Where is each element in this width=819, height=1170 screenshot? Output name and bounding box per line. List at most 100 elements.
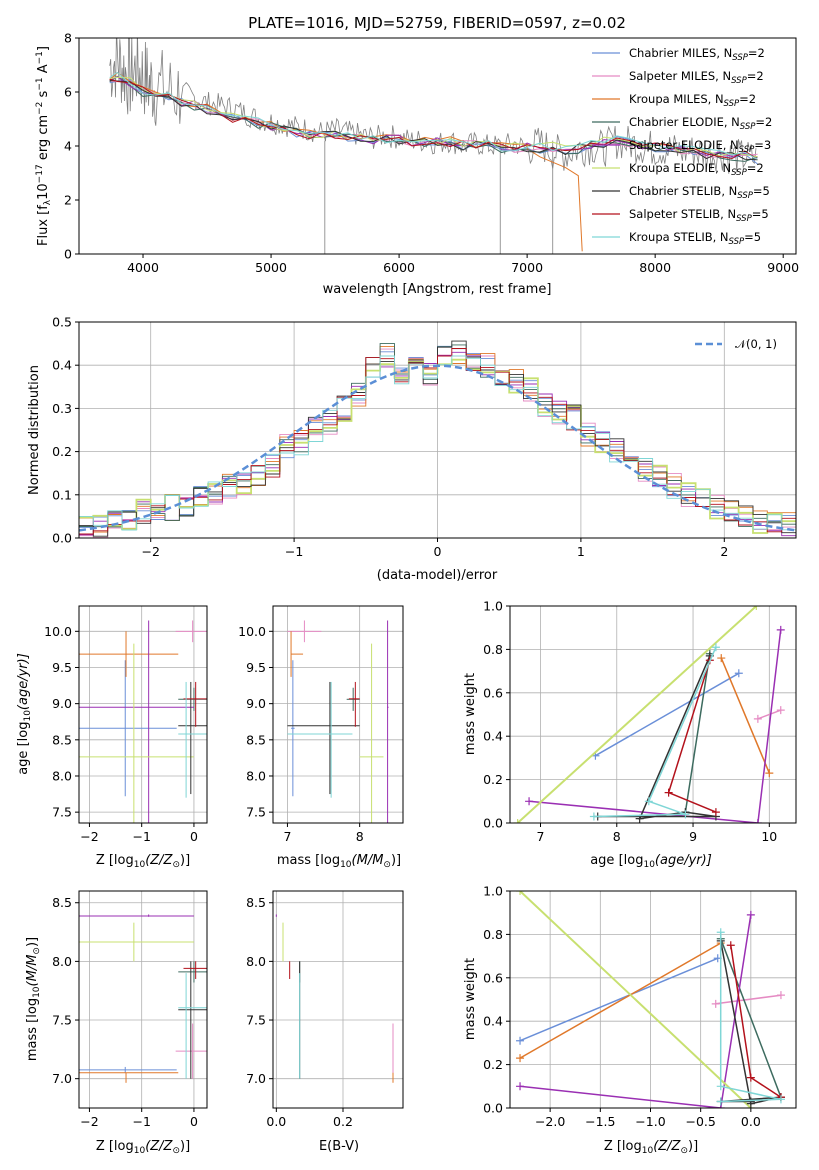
weight-line-5 bbox=[516, 606, 757, 823]
normal-legend-label: 𝒩(0, 1) bbox=[735, 337, 777, 351]
weight-line-0 bbox=[595, 672, 740, 757]
weight-point-marker bbox=[726, 941, 735, 950]
weight-point-marker bbox=[516, 1054, 525, 1063]
age-Z-panel: −2 −1 0 7.5 8.0 8.5 9.0 9.5 10.0 Z [log10(Z/Z⊙)… bbox=[16, 605, 208, 870]
mass-ebv-frame bbox=[272, 890, 404, 1109]
legend-label: Chabrier ELODIE, NSSP=2 bbox=[629, 115, 772, 132]
x-tick-label: 1 bbox=[577, 544, 585, 559]
x-tick-label: 4000 bbox=[127, 260, 159, 275]
x-tick-label: −1 bbox=[285, 544, 303, 559]
age-Z-yticks: 7.5 8.0 8.5 9.0 9.5 10.0 bbox=[44, 624, 79, 820]
residuals-panel: −2 −1 0 1 2 0.0 0.1 0.2 0.3 0.4 0.5 (data-model)/… bbox=[27, 315, 797, 583]
age-mass-plot-area bbox=[273, 606, 403, 823]
x-tick-label: 9 bbox=[689, 829, 697, 844]
weight-point-marker bbox=[776, 1095, 785, 1104]
weight-line-2 bbox=[720, 657, 770, 774]
weight-line-8 bbox=[593, 646, 717, 818]
legend-label: Salpeter ELODIE, NSSP=3 bbox=[629, 138, 771, 155]
spectrum-xticks: 4000 5000 6000 7000 8000 9000 bbox=[127, 254, 799, 275]
x-tick-label: −1.0 bbox=[635, 1114, 665, 1129]
weight-line-4 bbox=[529, 629, 782, 823]
x-tick-label: −2 bbox=[141, 544, 159, 559]
mass-ebv-panel: 0.0 0.2 7.0 7.5 8.0 8.5 E(B-V) bbox=[246, 890, 404, 1154]
x-tick-label: 7 bbox=[283, 829, 291, 844]
y-tick-label: 9.0 bbox=[52, 696, 72, 711]
weight-point-marker bbox=[776, 625, 785, 634]
x-tick-label: 5000 bbox=[255, 260, 287, 275]
weight-point-marker bbox=[644, 797, 653, 806]
spectrum-ylabel: Flux [fλ10−17 erg cm−2 s−1 A−1] bbox=[35, 46, 53, 246]
age-mass-xlabel: mass [log10(M/M⊙)] bbox=[277, 853, 401, 870]
weight-line-0 bbox=[519, 957, 718, 1042]
age-Z-plot-area bbox=[79, 606, 207, 823]
weight-Z-panel: −2.0 −1.5 −1.0 −0.5 0.0 0.0 0.2 0.4 0.6 0.8 1.0 Z… bbox=[463, 884, 797, 1156]
residuals-plot-area bbox=[79, 322, 796, 538]
x-tick-label: 7000 bbox=[511, 260, 543, 275]
mass-Z-plot-area bbox=[79, 891, 207, 1108]
y-tick-label: 0.6 bbox=[483, 685, 503, 700]
x-tick-label: 0.0 bbox=[741, 1114, 761, 1129]
y-tick-label: 4 bbox=[64, 139, 72, 154]
weight-age-plot-area bbox=[510, 606, 796, 823]
y-tick-label: 9.5 bbox=[246, 660, 266, 675]
weight-Z-ylabel: mass weight bbox=[463, 958, 478, 1040]
weight-point-marker bbox=[516, 1036, 525, 1045]
x-tick-label: 0 bbox=[190, 829, 198, 844]
y-tick-label: 7.0 bbox=[246, 1071, 266, 1086]
age-mass-yticks: 7.5 8.0 8.5 9.0 9.5 10.0 bbox=[238, 624, 273, 820]
age-Z-xticks: −2 −1 0 bbox=[80, 823, 198, 844]
weight-point-marker bbox=[746, 1097, 755, 1106]
age-mass-frame bbox=[272, 605, 404, 824]
y-tick-label: 9.5 bbox=[52, 660, 72, 675]
legend-label: Chabrier STELIB, NSSP=5 bbox=[629, 184, 770, 201]
x-tick-label: 8 bbox=[613, 829, 621, 844]
weight-point-marker bbox=[716, 928, 725, 937]
x-tick-label: −0.5 bbox=[685, 1114, 715, 1129]
x-tick-label: −2 bbox=[80, 829, 98, 844]
weight-age-panel: 7 8 9 10 0.0 0.2 0.4 0.6 0.8 1.0 age [log10(age/… bbox=[463, 599, 797, 870]
age-Z-frame bbox=[78, 605, 208, 824]
x-tick-label: −1 bbox=[132, 1114, 150, 1129]
weight-line-8 bbox=[719, 932, 782, 1103]
y-tick-label: 0.8 bbox=[483, 927, 503, 942]
weight-point-marker bbox=[753, 819, 762, 823]
y-tick-label: 0.0 bbox=[483, 1101, 503, 1116]
y-tick-label: 0.0 bbox=[483, 816, 503, 831]
age-Z-xlabel: Z [log10(Z/Z⊙)] bbox=[96, 853, 190, 870]
y-tick-label: 8 bbox=[64, 31, 72, 46]
mass-ebv-plot-area bbox=[273, 891, 403, 1108]
normal-distribution-curve bbox=[79, 364, 796, 532]
weight-age-ylabel: mass weight bbox=[463, 673, 478, 755]
mass-ebv-xlabel: E(B-V) bbox=[319, 1139, 359, 1154]
y-tick-label: 0 bbox=[64, 247, 72, 262]
legend-label: Kroupa STELIB, NSSP=5 bbox=[629, 230, 761, 247]
weight-point-marker bbox=[711, 808, 720, 817]
y-tick-label: 0.3 bbox=[52, 401, 72, 416]
weight-line-4 bbox=[519, 914, 752, 1108]
weight-point-marker bbox=[765, 769, 774, 778]
x-tick-label: 8000 bbox=[639, 260, 671, 275]
y-tick-label: 0.4 bbox=[483, 1014, 503, 1029]
weight-point-marker bbox=[752, 606, 761, 610]
spectrum-plot-area bbox=[109, 38, 758, 254]
y-tick-label: 0.4 bbox=[483, 729, 503, 744]
residuals-xlabel: (data-model)/error bbox=[377, 568, 498, 583]
y-tick-label: 0.1 bbox=[52, 487, 72, 502]
y-tick-label: 8.5 bbox=[246, 895, 266, 910]
y-tick-label: 9.0 bbox=[246, 696, 266, 711]
y-tick-label: 0.2 bbox=[52, 444, 72, 459]
x-tick-label: −1.5 bbox=[585, 1114, 615, 1129]
weight-line-2 bbox=[519, 942, 722, 1059]
spectrum-legend: Chabrier MILES, NSSP=2 Salpeter MILES, NS… bbox=[592, 46, 772, 247]
y-tick-label: 10.0 bbox=[238, 624, 266, 639]
weight-point-marker bbox=[711, 999, 720, 1008]
mass-Z-frame bbox=[78, 890, 208, 1109]
mass-Z-yticks: 7.0 7.5 8.0 8.5 bbox=[52, 895, 79, 1086]
weight-line-3 bbox=[719, 938, 782, 1098]
weight-point-marker bbox=[776, 991, 785, 1000]
x-tick-label: 6000 bbox=[383, 260, 415, 275]
legend-label: Kroupa MILES, NSSP=2 bbox=[629, 92, 756, 109]
mass-ebv-xticks: 0.0 0.2 bbox=[266, 1108, 353, 1129]
spectrum-xlabel: wavelength [Angstrom, rest frame] bbox=[323, 282, 552, 297]
y-tick-label: 7.5 bbox=[52, 805, 72, 820]
